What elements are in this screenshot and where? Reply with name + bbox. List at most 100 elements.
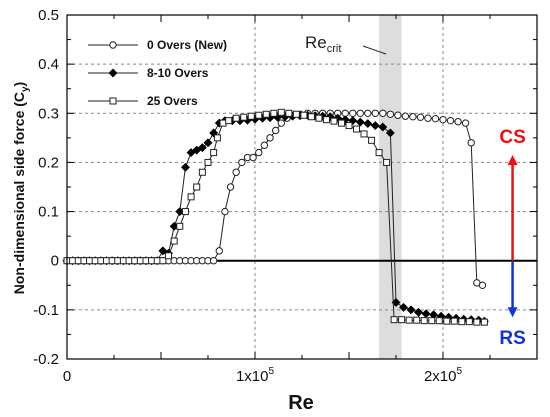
data-point bbox=[379, 109, 387, 117]
x-axis-title: Re bbox=[288, 392, 314, 414]
data-point bbox=[478, 281, 487, 289]
x-tick-label-exponent: 5 bbox=[268, 366, 274, 377]
data-point bbox=[114, 257, 122, 265]
data-point bbox=[413, 316, 421, 324]
tick-marks bbox=[66, 14, 538, 360]
data-point bbox=[204, 158, 212, 166]
data-point bbox=[428, 317, 436, 325]
data-point bbox=[80, 257, 88, 265]
series-square bbox=[63, 108, 488, 326]
data-point bbox=[210, 149, 218, 157]
series-line bbox=[67, 111, 485, 323]
data-point bbox=[398, 302, 409, 312]
series-diamond bbox=[62, 110, 489, 326]
y-axis-title-close: ) bbox=[11, 82, 27, 87]
data-point bbox=[277, 108, 285, 116]
data-point bbox=[203, 138, 213, 148]
data-point bbox=[247, 112, 255, 120]
data-point bbox=[249, 153, 257, 162]
plot-frame bbox=[66, 14, 538, 360]
tick-labels: -0.2-0.100.10.20.30.40.50 1x105 2x105 bbox=[33, 7, 462, 385]
data-point bbox=[353, 125, 361, 133]
data-point bbox=[219, 119, 227, 127]
data-point bbox=[371, 109, 380, 117]
data-point bbox=[86, 257, 94, 265]
grid-lines bbox=[67, 15, 537, 359]
legend: 0 Overs (New) 8-10 Overs 25 Overs bbox=[88, 38, 227, 108]
re-crit-sub: crit bbox=[327, 43, 342, 55]
data-point bbox=[108, 257, 116, 265]
x-tick-label-base: 1x10 bbox=[236, 368, 269, 385]
data-point bbox=[322, 116, 330, 124]
data-point bbox=[398, 316, 406, 324]
data-point bbox=[69, 257, 77, 265]
data-point bbox=[431, 114, 440, 123]
re-crit-pointer bbox=[362, 45, 387, 55]
data-point bbox=[439, 115, 447, 124]
legend-label: 0 Overs (New) bbox=[147, 38, 227, 52]
data-point bbox=[215, 247, 223, 255]
legend-marker bbox=[108, 68, 118, 78]
data-point bbox=[255, 111, 263, 119]
data-point bbox=[285, 109, 293, 117]
re-crit-main: Re bbox=[305, 33, 327, 52]
data-point bbox=[97, 257, 105, 265]
y-axis-title: Non-dimensional side force (Cy) bbox=[11, 82, 31, 294]
data-point bbox=[420, 317, 428, 325]
data-point bbox=[180, 162, 190, 172]
y-tick-label: 0 bbox=[51, 253, 59, 270]
y-axis-title-main: Non-dimensional side force (C bbox=[11, 92, 27, 294]
data-point bbox=[467, 139, 475, 147]
data-point bbox=[383, 158, 391, 166]
data-point bbox=[232, 114, 240, 122]
y-tick-label: -0.2 bbox=[33, 351, 59, 368]
y-tick-label: 0.4 bbox=[38, 56, 59, 73]
data-point bbox=[226, 183, 235, 191]
data-point bbox=[170, 237, 178, 245]
data-point bbox=[405, 316, 413, 324]
data-point bbox=[270, 109, 278, 117]
legend-marker bbox=[109, 41, 117, 49]
data-point bbox=[119, 257, 127, 265]
data-point bbox=[330, 117, 338, 125]
rs-label: RS bbox=[499, 328, 525, 349]
data-point bbox=[181, 208, 189, 216]
data-point bbox=[450, 317, 458, 325]
data-point bbox=[197, 143, 207, 153]
data-point bbox=[238, 158, 246, 167]
data-point bbox=[360, 130, 368, 138]
data-point bbox=[446, 116, 455, 125]
data-point bbox=[266, 134, 274, 142]
data-point bbox=[187, 193, 195, 201]
data-point bbox=[300, 111, 308, 119]
cs-label: CS bbox=[499, 127, 525, 148]
data-point bbox=[375, 149, 383, 157]
data-point bbox=[355, 117, 365, 127]
data-point bbox=[153, 257, 161, 265]
x-tick-label: 1x105 bbox=[236, 366, 275, 385]
data-point bbox=[131, 257, 139, 265]
data-point bbox=[363, 119, 373, 129]
data-point bbox=[262, 110, 270, 118]
data-point bbox=[461, 119, 470, 127]
data-point bbox=[74, 257, 82, 265]
y-axis-title-sub: y bbox=[20, 86, 31, 92]
data-point bbox=[142, 257, 150, 265]
y-tick-label: 0.3 bbox=[38, 105, 59, 122]
x-tick-label-base: 2x10 bbox=[424, 368, 457, 385]
data-point bbox=[435, 317, 443, 325]
legend-marker bbox=[109, 97, 117, 105]
data-point bbox=[390, 316, 398, 324]
data-point bbox=[345, 122, 353, 130]
data-point bbox=[91, 257, 99, 265]
data-point bbox=[465, 318, 473, 326]
data-point bbox=[385, 128, 395, 138]
data-point bbox=[209, 257, 218, 265]
re-crit-label: Recrit bbox=[305, 33, 341, 55]
data-point bbox=[414, 307, 424, 317]
data-point bbox=[443, 317, 451, 325]
series-layer bbox=[62, 108, 489, 326]
data-point bbox=[198, 168, 206, 176]
x-tick-label: 0 bbox=[63, 368, 71, 385]
